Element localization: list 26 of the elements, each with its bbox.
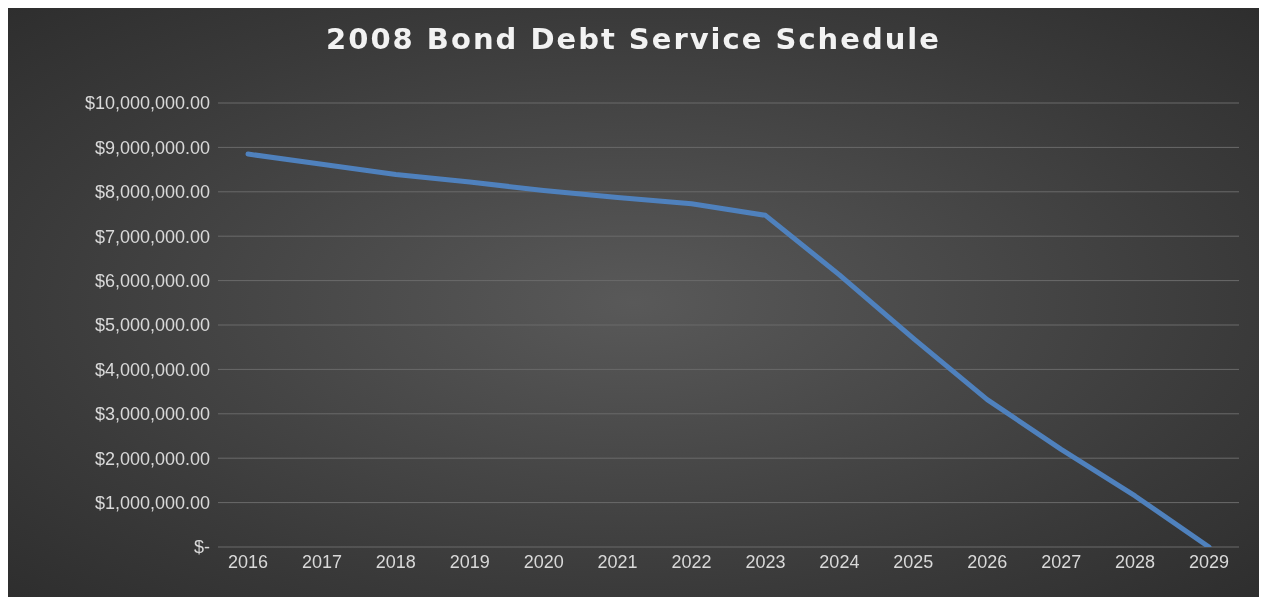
x-tick-label: 2019	[449, 551, 490, 572]
x-tick-label: 2028	[1115, 551, 1156, 572]
y-tick-label: $3,000,000.00	[94, 404, 210, 425]
x-tick-label: 2016	[227, 551, 269, 572]
x-tick-label: 2025	[893, 551, 934, 572]
y-tick-label: $2,000,000.00	[94, 448, 210, 469]
y-tick-label: $4,000,000.00	[94, 359, 210, 380]
y-tick-label: $8,000,000.00	[94, 182, 210, 203]
x-tick-label: 2026	[967, 551, 1008, 572]
y-tick-label: $5,000,000.00	[94, 315, 210, 336]
x-tick-label: 2022	[671, 551, 712, 572]
x-tick-label: 2017	[301, 551, 342, 572]
x-tick-label: 2018	[375, 551, 416, 572]
y-tick-label: $9,000,000.00	[94, 137, 210, 158]
x-tick-label: 2029	[1188, 551, 1230, 572]
y-tick-label: $1,000,000.00	[94, 492, 210, 513]
x-tick-label: 2027	[1041, 551, 1082, 572]
y-tick-label: $6,000,000.00	[94, 270, 210, 291]
x-tick-label: 2023	[745, 551, 786, 572]
x-tick-label: 2024	[819, 551, 860, 572]
y-tick-label: $10,000,000.00	[84, 93, 210, 114]
y-tick-label: $-	[193, 537, 210, 558]
x-tick-label: 2020	[523, 551, 564, 572]
x-tick-label: 2021	[597, 551, 638, 572]
chart-title: 2008 Bond Debt Service Schedule	[325, 22, 942, 56]
y-tick-label: $7,000,000.00	[94, 226, 210, 247]
